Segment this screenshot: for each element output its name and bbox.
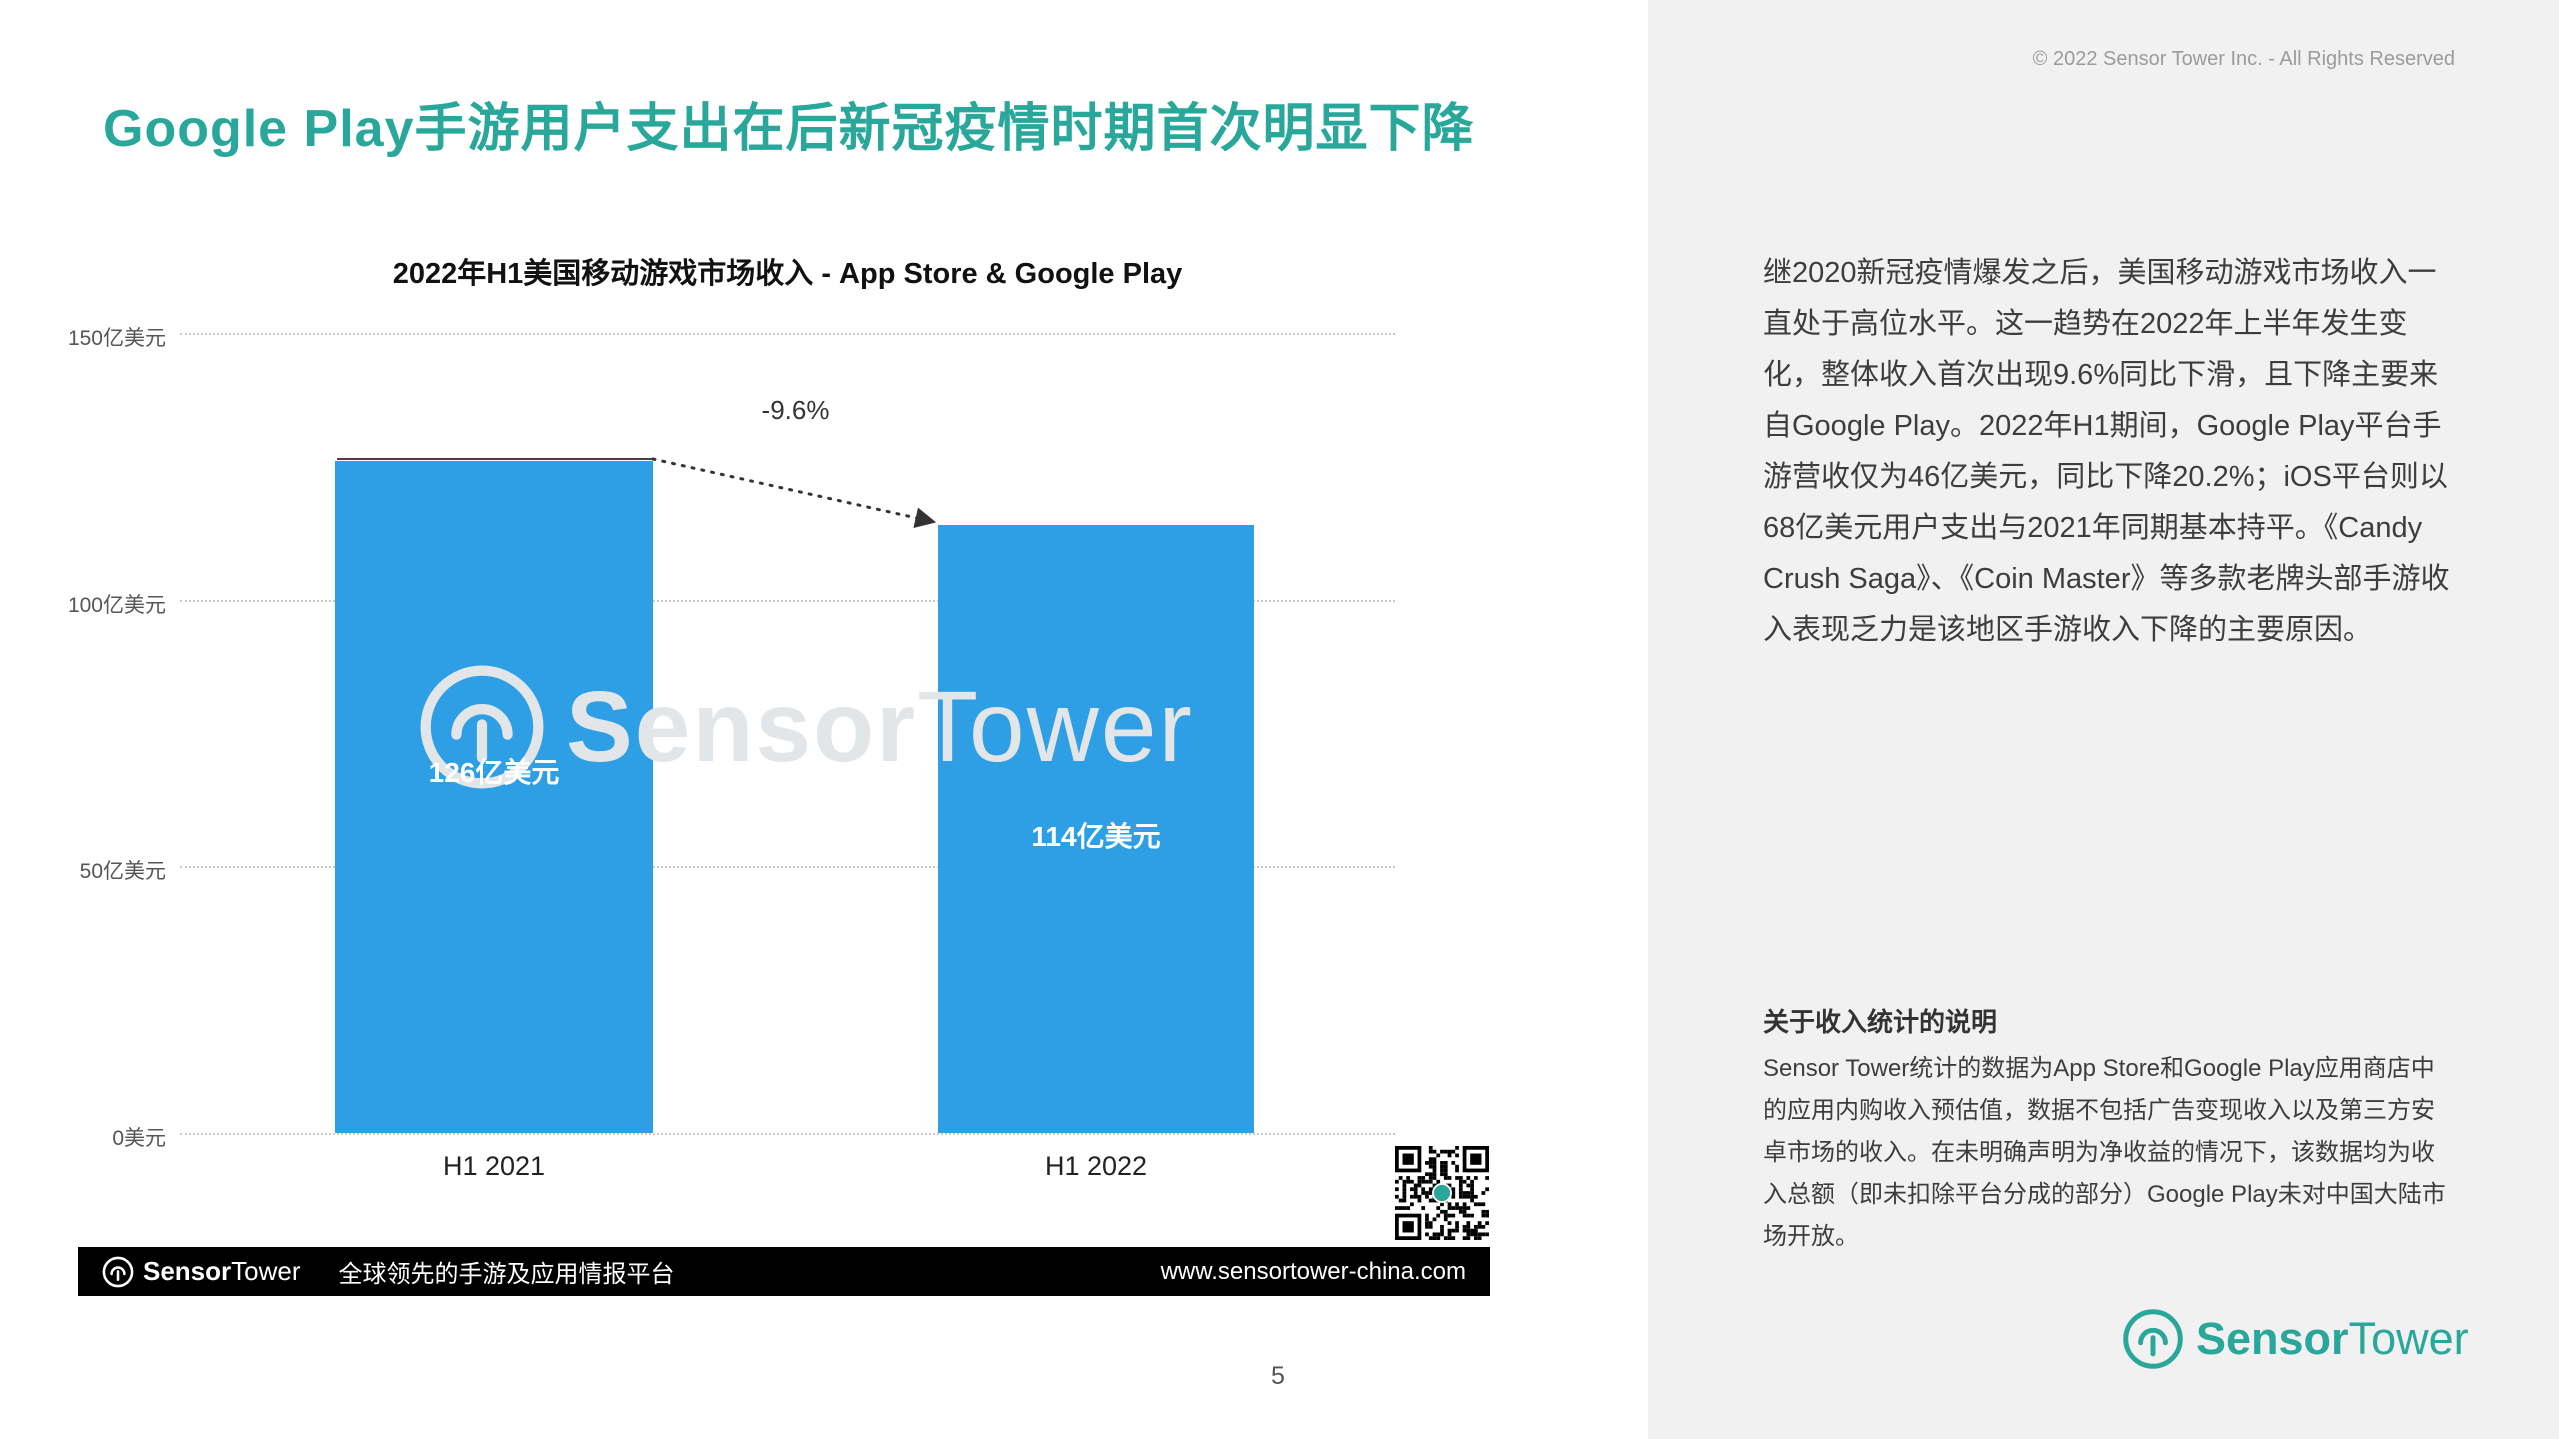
sensortower-footer-logo: SensorTower [102, 1256, 301, 1288]
qr-code [1395, 1146, 1489, 1240]
sensortower-logo-icon [2123, 1309, 2183, 1369]
y-tick-label: 50亿美元 [79, 860, 166, 883]
sensortower-brand-logo: SensorTower [2122, 1308, 2469, 1370]
gridline: 150亿美元 [68, 327, 1395, 350]
y-tick-label: 150亿美元 [67, 327, 166, 350]
main-content: Google Play手游用户支出在后新冠疫情时期首次明显下降 2022年H1美… [67, 100, 1490, 1390]
gridline: 50亿美元 [80, 860, 1395, 883]
gridline: 100亿美元 [68, 594, 1395, 617]
percent-change-label: -9.6% [761, 395, 830, 425]
notes-paragraph: Sensor Tower统计的数据为App Store和Google Play应… [1763, 1055, 2446, 1250]
bar-h1-2021 [335, 461, 653, 1133]
footer-url-link[interactable]: www.sensortower-china.com [1160, 1257, 1466, 1285]
sensortower-logo-icon [102, 1256, 134, 1287]
analysis-paragraph: 继2020新冠疫情爆发之后，美国移动游戏市场收入一直处于高位水平。这一趋势在20… [1763, 257, 2450, 646]
bar-chart: 150亿美元 100亿美元 50亿美元 0美元 SensorT [68, 327, 1395, 1181]
footer-bar: SensorTower 全球领先的手游及应用情报平台 www.sensortow… [78, 1247, 1490, 1296]
sensortower-logo-text: SensorTower [2196, 1313, 2469, 1364]
x-axis-label-h1-2021: H1 2021 [442, 1151, 546, 1181]
gridline: 0美元 [112, 1127, 1395, 1150]
page-number: 5 [1271, 1362, 1285, 1390]
sidebar: © 2022 Sensor Tower Inc. - All Rights Re… [1648, 0, 2559, 1439]
bar-h1-2022 [938, 525, 1254, 1133]
bar-value-label: 114亿美元 [1031, 821, 1161, 852]
notes-heading: 关于收入统计的说明 [1763, 1007, 1998, 1037]
x-axis-label-h1-2022: H1 2022 [1044, 1151, 1148, 1181]
sensortower-logo-text: SensorTower [143, 1256, 301, 1286]
footer-tagline: 全球领先的手游及应用情报平台 [338, 1261, 675, 1288]
copyright-notice: © 2022 Sensor Tower Inc. - All Rights Re… [2032, 48, 2455, 70]
chart-title: 2022年H1美国移动游戏市场收入 - App Store & Google P… [392, 258, 1183, 290]
y-tick-label: 100亿美元 [67, 594, 166, 617]
page-title: Google Play手游用户支出在后新冠疫情时期首次明显下降 [103, 100, 1475, 158]
bar-value-label: 126亿美元 [428, 757, 560, 788]
y-tick-label: 0美元 [112, 1127, 166, 1150]
